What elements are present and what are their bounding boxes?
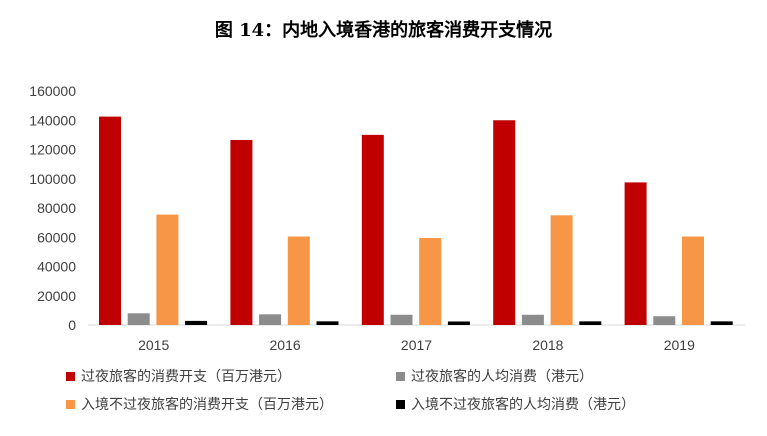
bar (493, 120, 516, 325)
y-tick-label: 0 (68, 317, 76, 333)
bar (185, 320, 208, 325)
legend-label: 入境不过夜旅客的人均消费（港元） (411, 397, 635, 413)
bar (447, 321, 470, 325)
bar (259, 314, 282, 325)
legend-swatch (66, 371, 75, 381)
bar (316, 321, 339, 325)
legend-item: 过夜旅客的人均消费（港元） (396, 366, 726, 386)
bar (682, 236, 704, 325)
bar (361, 134, 384, 325)
bar-chart: 0 20000 40000 60000 80000 100000 120000 140000 1… (29, 83, 745, 353)
bar (156, 214, 179, 325)
x-tick-label: 2017 (401, 337, 432, 353)
legend-item: 入境不过夜旅客的人均消费（港元） (396, 394, 726, 414)
y-tick-label: 140000 (29, 112, 76, 128)
bar (653, 316, 676, 325)
y-tick-label: 160000 (29, 83, 76, 99)
legend-label: 入境不过夜旅客的消费开支（百万港元） (81, 397, 333, 413)
bar (710, 321, 733, 325)
y-tick-label: 100000 (29, 171, 76, 187)
x-tick-label: 2019 (664, 337, 695, 353)
bar (579, 321, 602, 325)
legend-item: 入境不过夜旅客的消费开支（百万港元） (66, 394, 396, 414)
y-tick-label: 40000 (37, 259, 76, 275)
x-tick-label: 2016 (270, 337, 301, 353)
bar (127, 313, 150, 325)
bar (390, 314, 413, 325)
legend: 过夜旅客的消费开支（百万港元） 过夜旅客的人均消费（港元） 入境不过夜旅客的消费… (66, 366, 756, 414)
bar (624, 182, 647, 325)
bar (550, 215, 573, 325)
y-tick-label: 60000 (37, 229, 76, 245)
bar (521, 314, 544, 325)
y-tick-label: 120000 (29, 142, 76, 158)
legend-label: 过夜旅客的人均消费（港元） (411, 369, 593, 385)
legend-label: 过夜旅客的消费开支（百万港元） (81, 369, 291, 385)
legend-item: 过夜旅客的消费开支（百万港元） (66, 366, 396, 386)
y-tick-label: 20000 (37, 288, 76, 304)
bar (230, 139, 253, 325)
bar (287, 236, 310, 325)
y-tick-label: 80000 (37, 200, 76, 216)
x-tick-label: 2015 (138, 337, 169, 353)
chart-title: 图 14：内地入境香港的旅客消费开支情况 (214, 20, 553, 41)
bar (99, 116, 121, 325)
bar (419, 237, 442, 325)
legend-swatch (396, 399, 405, 409)
legend-swatch (396, 371, 405, 381)
legend-swatch (66, 399, 75, 409)
x-tick-label: 2018 (532, 337, 563, 353)
